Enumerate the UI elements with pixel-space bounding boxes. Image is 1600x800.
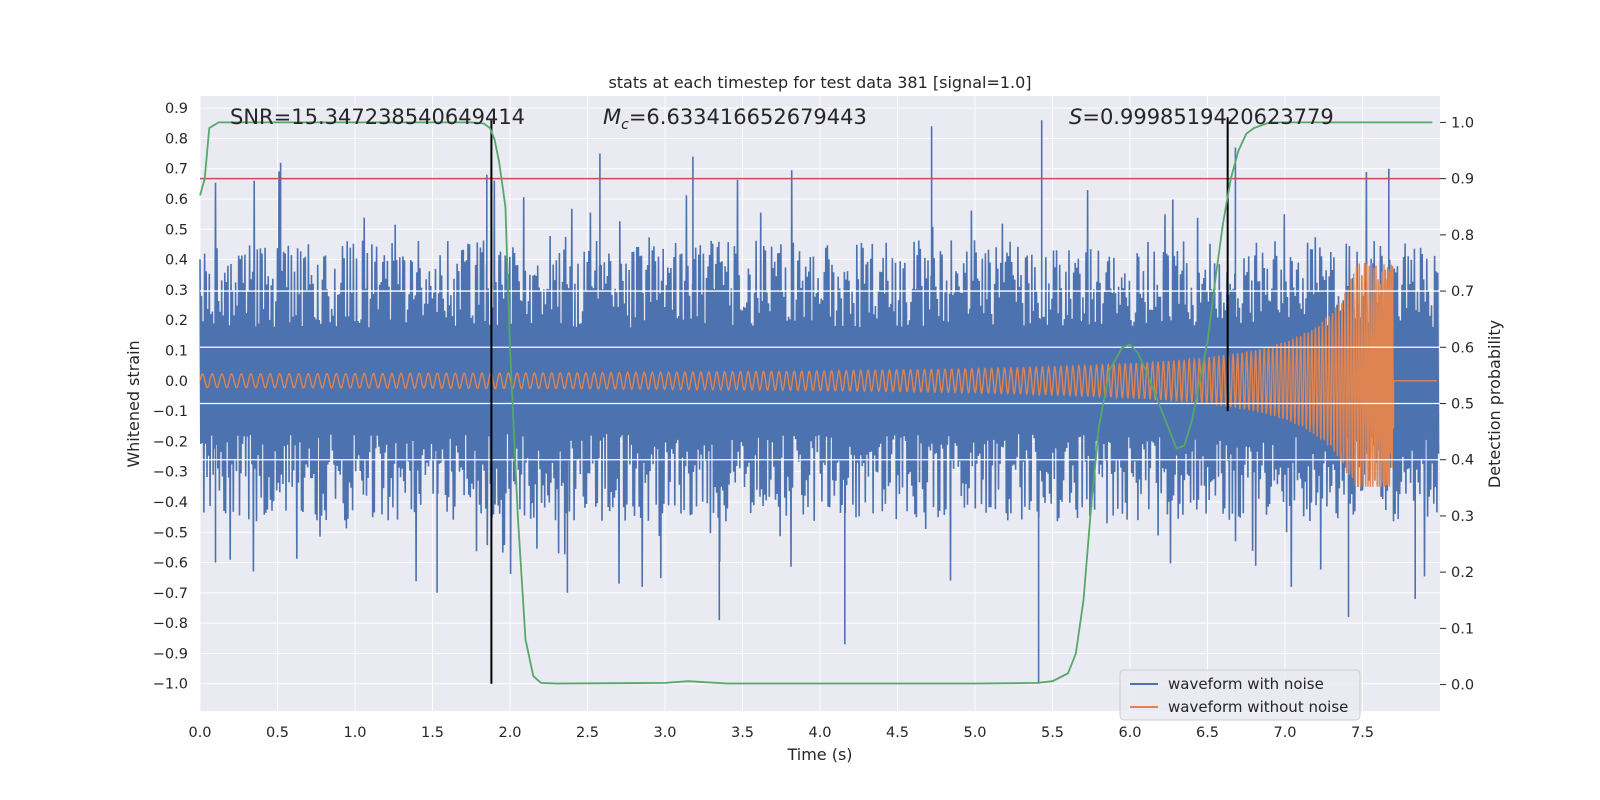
- clean-waveform-line: [199, 262, 1437, 487]
- y-tick-label: 0.4: [165, 253, 188, 269]
- y-tick-label: 0.2: [165, 313, 188, 329]
- score-annotation: S=0.9998519420623779: [1069, 105, 1334, 129]
- y-tick-label: 0.6: [165, 192, 188, 208]
- y2-tick-label: 0.4: [1451, 453, 1474, 469]
- y-tick-label: 0.0: [165, 374, 188, 390]
- y2-tick-label: 0.2: [1451, 565, 1474, 581]
- y2-tick-label: 0.6: [1451, 340, 1474, 356]
- axes: 0.0 0.5 1.0 1.5 2.0 2.5 3.0 3.5 4.0 4.5 5.0 5.5 6.0 6…: [153, 101, 1474, 741]
- x-tick-label: 0.5: [266, 725, 289, 741]
- y-tick-label: 0.8: [165, 131, 188, 147]
- chart-title: stats at each timestep for test data 381…: [608, 73, 1031, 92]
- legend: waveform with noise waveform without noi…: [1119, 669, 1361, 721]
- y-tick-label: −0.3: [153, 465, 188, 481]
- x-tick-label: 1.5: [421, 725, 444, 741]
- chirp-mass-annotation: Mc=6.633416652679443: [603, 105, 867, 133]
- y2-tick-label: 0.9: [1451, 172, 1474, 188]
- x-tick-label: 4.5: [886, 725, 909, 741]
- x-tick-label: 7.5: [1351, 725, 1374, 741]
- noisy-waveform-line: [199, 120, 1440, 684]
- legend-label-clean: waveform without noise: [1168, 698, 1348, 716]
- y2-tick-label: 0.5: [1451, 397, 1474, 413]
- y2-tick-label: 1.0: [1451, 115, 1474, 131]
- x-tick-label: 2.0: [498, 725, 521, 741]
- y-tick-label: −0.2: [153, 434, 188, 450]
- x-tick-label: 4.0: [808, 725, 831, 741]
- x-tick-label: 5.0: [963, 725, 986, 741]
- snr-annotation: SNR=15.347238540649414: [230, 105, 525, 129]
- y-tick-label: 0.3: [165, 283, 188, 299]
- y-tick-label: −1.0: [153, 677, 188, 693]
- y-tick-label: −0.4: [153, 495, 188, 511]
- y2-tick-label: 0.1: [1451, 621, 1474, 637]
- y-tick-label: −0.7: [153, 586, 188, 602]
- y-tick-label: −0.5: [153, 525, 188, 541]
- y-tick-label: −0.6: [153, 556, 188, 572]
- legend-box: [1119, 669, 1361, 721]
- series-layer: [199, 120, 1440, 684]
- x-tick-label: 3.5: [731, 725, 754, 741]
- x-tick-label: 1.0: [343, 725, 366, 741]
- y2-axis-label: Detection probability: [1485, 320, 1504, 488]
- y-tick-label: −0.8: [153, 616, 188, 632]
- y-tick-label: 0.5: [165, 222, 188, 238]
- x-axis-label: Time (s): [786, 745, 852, 764]
- x-tick-label: 3.0: [653, 725, 676, 741]
- y-tick-label: 0.1: [165, 343, 188, 359]
- y-tick-label: −0.9: [153, 646, 188, 662]
- y-tick-label: −0.1: [153, 404, 188, 420]
- x-tick-label: 6.0: [1118, 725, 1141, 741]
- y-tick-label: 0.9: [165, 101, 188, 117]
- detection-probability-line: [199, 121, 1433, 685]
- x-tick-label: 5.5: [1041, 725, 1064, 741]
- overlay: [199, 117, 1440, 685]
- x-tick-label: 6.5: [1196, 725, 1219, 741]
- y2-tick-label: 0.7: [1451, 284, 1474, 300]
- x-tick-label: 7.0: [1273, 725, 1296, 741]
- x-tick-label: 2.5: [576, 725, 599, 741]
- x-tick-label: 0.0: [188, 725, 211, 741]
- y-axis-label: Whitened strain: [124, 340, 143, 467]
- y2-tick-label: 0.8: [1451, 228, 1474, 244]
- legend-label-noise: waveform with noise: [1168, 675, 1324, 693]
- y2-tick-label: 0.3: [1451, 509, 1474, 525]
- y-tick-label: 0.7: [165, 162, 188, 178]
- y2-tick-label: 0.0: [1451, 678, 1474, 694]
